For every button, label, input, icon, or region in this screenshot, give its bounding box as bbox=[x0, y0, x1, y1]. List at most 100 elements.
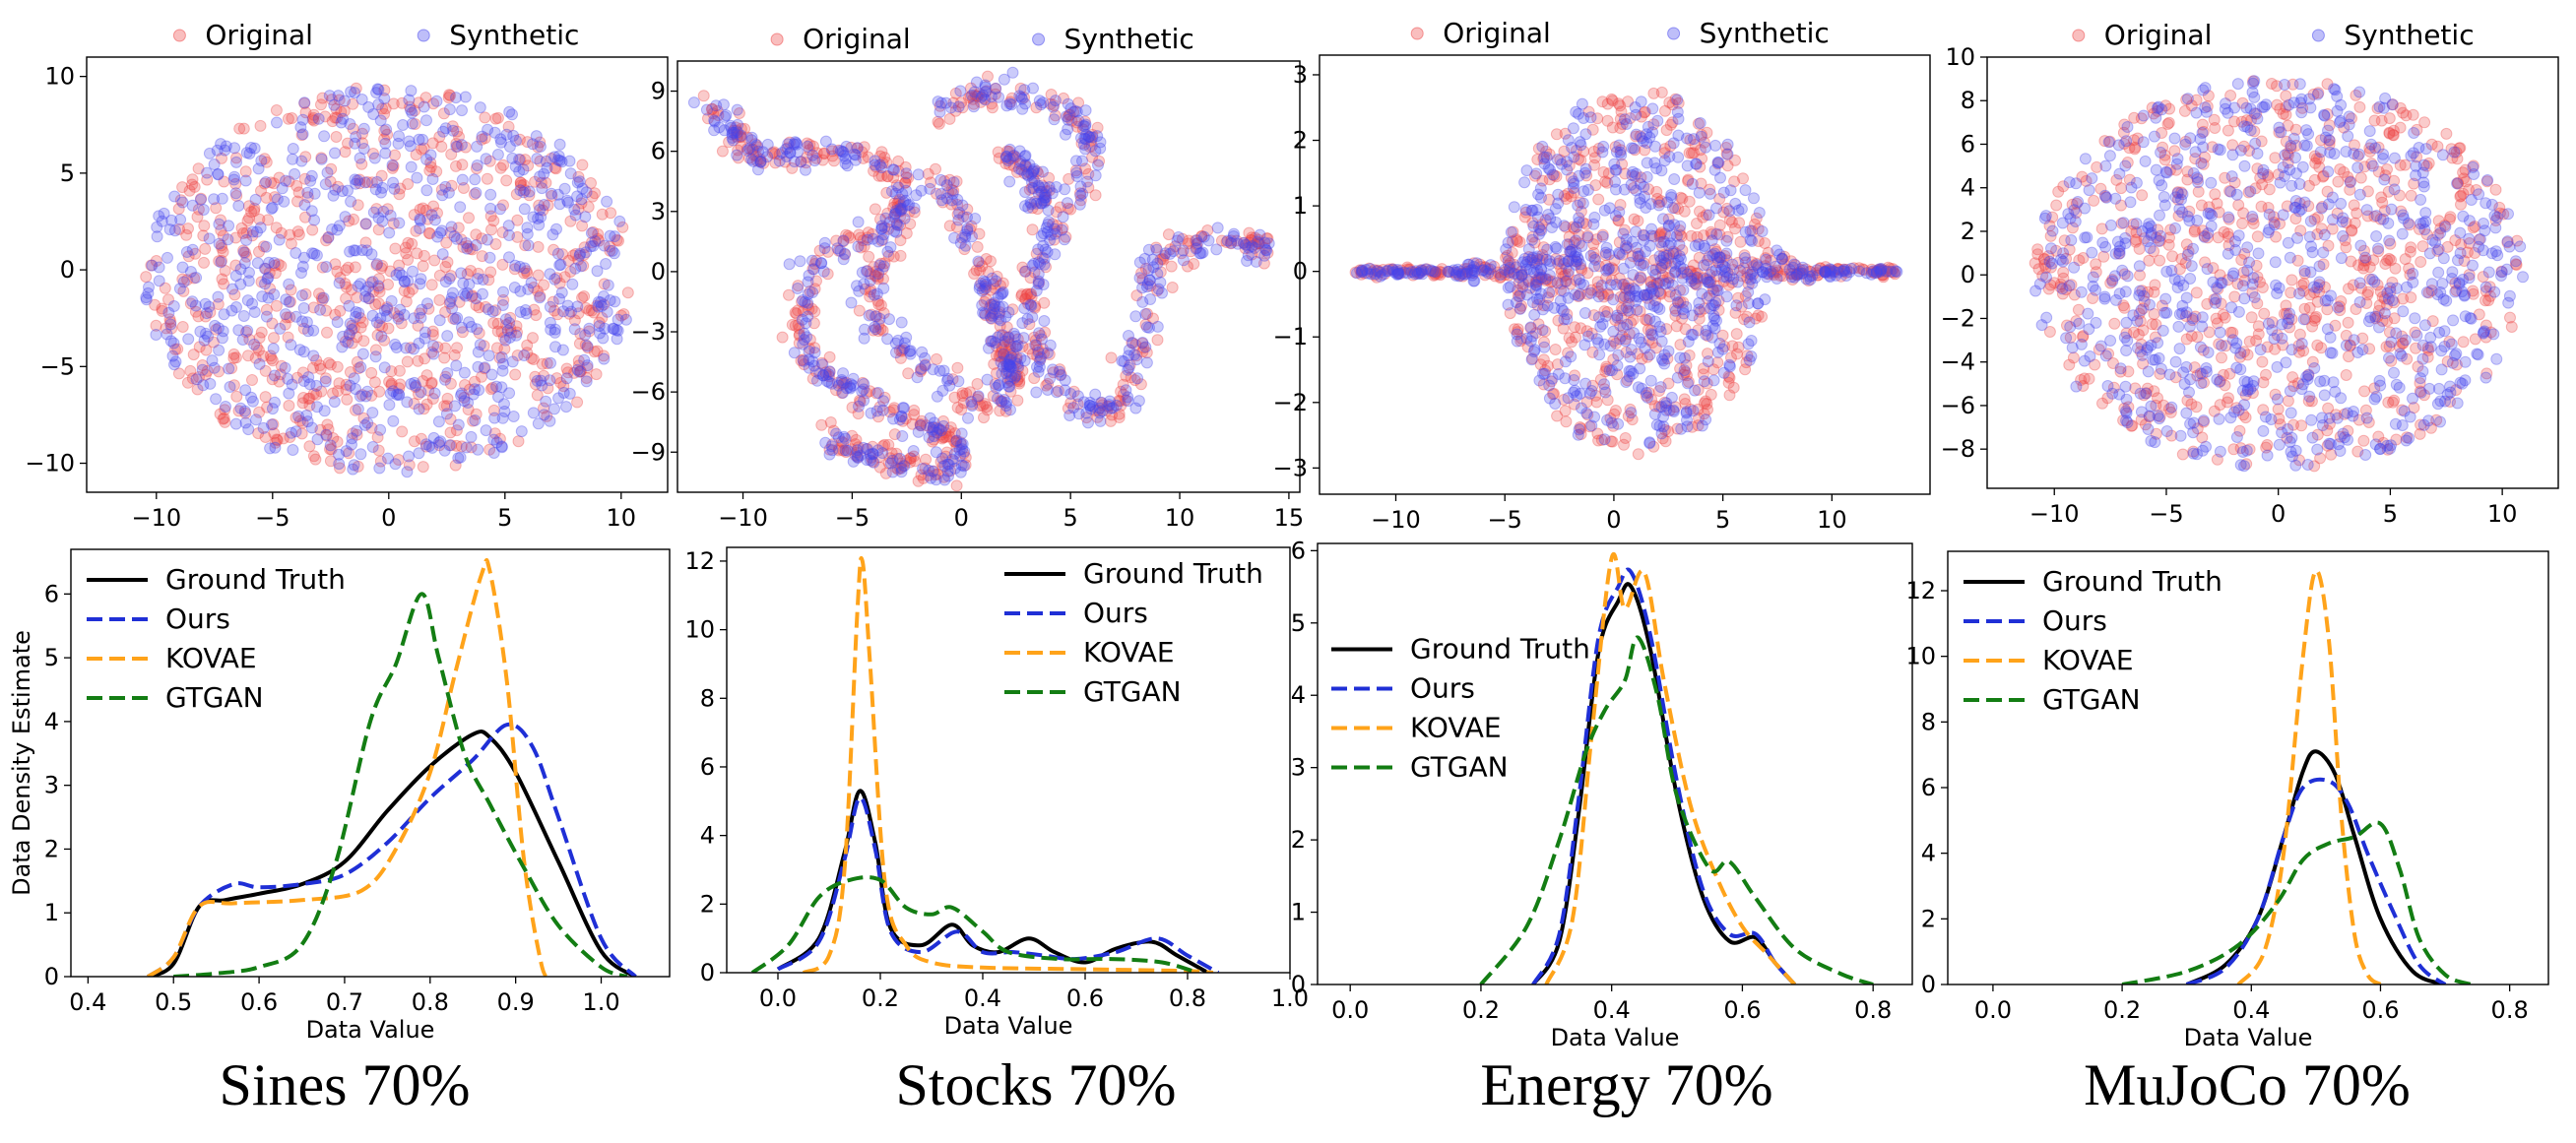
scatter-point-original bbox=[914, 365, 927, 378]
scatter-point-synthetic bbox=[1136, 295, 1149, 308]
scatter-point-synthetic bbox=[1668, 219, 1681, 231]
scatter-point-original bbox=[1003, 374, 1016, 387]
scatter-point-original bbox=[210, 323, 223, 336]
scatter-point-original bbox=[242, 200, 255, 213]
scatter-point-synthetic bbox=[1653, 250, 1666, 263]
scatter-point-synthetic bbox=[750, 139, 763, 152]
scatter-point-original bbox=[286, 112, 298, 124]
scatter-point-original bbox=[1024, 288, 1037, 301]
scatter-point-original bbox=[530, 309, 543, 322]
scatter-point-original bbox=[888, 428, 901, 441]
scatter-point-synthetic bbox=[434, 226, 447, 239]
scatter-point-original bbox=[514, 176, 527, 189]
scatter-point-synthetic bbox=[257, 421, 270, 434]
scatter-point-original bbox=[370, 203, 383, 216]
scatter-point-synthetic bbox=[308, 214, 321, 226]
scatter-point-original bbox=[985, 284, 997, 296]
scatter-point-original bbox=[2090, 258, 2102, 271]
scatter-point-original bbox=[1867, 266, 1880, 279]
scatter-point-original bbox=[313, 359, 326, 372]
scatter-point-synthetic bbox=[725, 121, 738, 134]
scatter-point-original bbox=[887, 404, 900, 416]
scatter-point-synthetic bbox=[544, 414, 556, 427]
scatter-point-synthetic bbox=[1122, 391, 1134, 404]
scatter-point-original bbox=[417, 202, 429, 215]
scatter-point-original bbox=[346, 337, 358, 349]
scatter-point-original bbox=[1006, 150, 1019, 162]
scatter-point-synthetic bbox=[752, 145, 765, 158]
scatter-point-synthetic bbox=[1107, 402, 1120, 414]
scatter-point-original bbox=[325, 162, 338, 175]
scatter-point-synthetic bbox=[951, 193, 964, 206]
scatter-point-synthetic bbox=[934, 173, 947, 186]
scatter-point-original bbox=[265, 352, 278, 365]
scatter-point-original bbox=[1795, 268, 1808, 280]
scatter-point-original bbox=[591, 345, 604, 357]
legend-marker-synthetic bbox=[417, 29, 430, 42]
y-tick-label: 3 bbox=[651, 198, 666, 225]
scatter-point-synthetic bbox=[741, 145, 754, 157]
scatter-point-synthetic bbox=[226, 283, 239, 295]
scatter-point-original bbox=[1691, 273, 1704, 286]
scatter-point-synthetic bbox=[238, 405, 251, 417]
scatter-point-synthetic bbox=[420, 154, 433, 165]
scatter-point-original bbox=[273, 375, 286, 388]
scatter-point-synthetic bbox=[1035, 185, 1048, 198]
scatter-point-original bbox=[217, 245, 229, 258]
scatter-point-original bbox=[259, 263, 272, 275]
scatter-point-original bbox=[1011, 394, 1024, 407]
scatter-point-original bbox=[1010, 352, 1023, 365]
scatter-point-original bbox=[951, 361, 964, 374]
scatter-point-synthetic bbox=[503, 317, 516, 329]
scatter-point-original bbox=[887, 171, 900, 184]
scatter-point-original bbox=[1623, 328, 1636, 341]
scatter-point-original bbox=[149, 298, 161, 311]
scatter-point-synthetic bbox=[402, 275, 415, 287]
scatter-point-original bbox=[801, 137, 813, 150]
scatter-point-synthetic bbox=[745, 154, 758, 165]
scatter-point-synthetic bbox=[509, 160, 522, 173]
scatter-point-original bbox=[1453, 269, 1466, 282]
scatter-point-original bbox=[150, 319, 162, 332]
scatter-point-synthetic bbox=[1026, 311, 1039, 323]
scatter-point-synthetic bbox=[1079, 118, 1092, 131]
scatter-point-synthetic bbox=[800, 163, 811, 176]
scatter-point-original bbox=[965, 82, 977, 95]
scatter-point-synthetic bbox=[212, 167, 225, 180]
scatter-point-original bbox=[2252, 320, 2265, 333]
scatter-point-synthetic bbox=[872, 235, 884, 248]
scatter-point-original bbox=[1546, 275, 1559, 287]
scatter-point-original bbox=[1436, 263, 1449, 276]
scatter-point-original bbox=[885, 447, 898, 460]
scatter-point-synthetic bbox=[413, 337, 425, 349]
scatter-point-original bbox=[1182, 260, 1193, 273]
scatter-point-synthetic bbox=[232, 200, 245, 212]
scatter-point-original bbox=[988, 357, 1000, 370]
scatter-point-original bbox=[2256, 355, 2269, 368]
scatter-point-original bbox=[314, 362, 327, 375]
scatter-point-original bbox=[270, 299, 283, 312]
scatter-point-synthetic bbox=[841, 159, 854, 172]
scatter-point-synthetic bbox=[999, 310, 1012, 323]
scatter-point-synthetic bbox=[210, 393, 223, 406]
scatter-point-synthetic bbox=[1681, 420, 1694, 433]
scatter-point-original bbox=[1506, 246, 1518, 259]
scatter-point-synthetic bbox=[875, 220, 888, 232]
legend-label-original: Original bbox=[1443, 17, 1551, 49]
scatter-point-original bbox=[956, 101, 969, 114]
scatter-point-original bbox=[1027, 171, 1039, 184]
scatter-point-synthetic bbox=[1608, 158, 1621, 170]
scatter-point-original bbox=[948, 427, 961, 440]
scatter-point-synthetic bbox=[394, 303, 407, 316]
scatter-point-synthetic bbox=[296, 128, 309, 141]
scatter-point-original bbox=[376, 321, 389, 333]
scatter-point-original bbox=[1032, 344, 1044, 356]
scatter-point-original bbox=[577, 259, 590, 272]
scatter-point-synthetic bbox=[271, 116, 283, 129]
scatter-point-original bbox=[1458, 263, 1471, 276]
scatter-point-original bbox=[266, 317, 279, 330]
scatter-point-synthetic bbox=[456, 321, 468, 334]
scatter-point-synthetic bbox=[836, 145, 849, 158]
scatter-point-synthetic bbox=[498, 406, 511, 417]
scatter-point-synthetic bbox=[211, 144, 224, 157]
